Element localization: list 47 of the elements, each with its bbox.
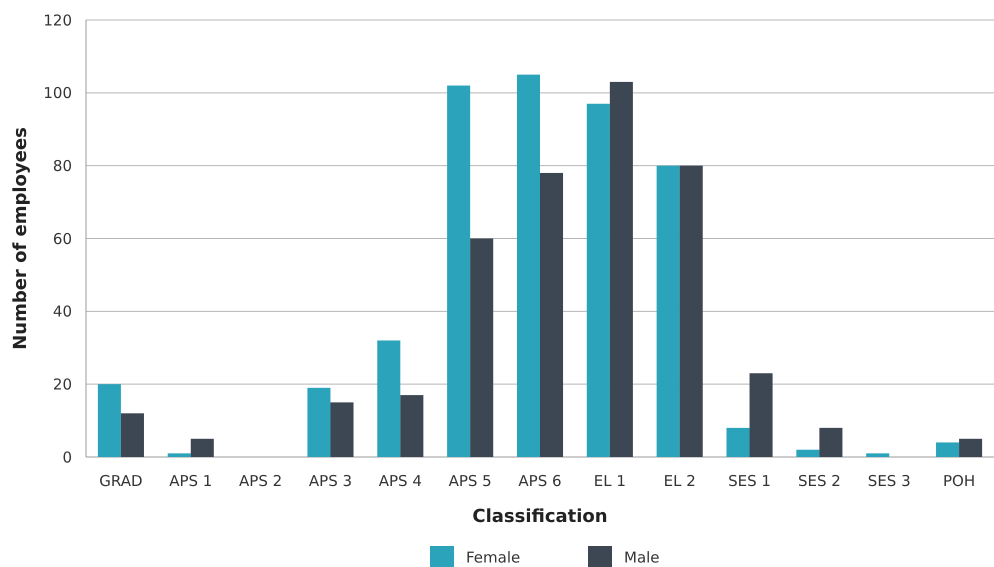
bar xyxy=(610,82,633,457)
x-tick-label: APS 5 xyxy=(448,472,492,490)
x-axis-title: Classification xyxy=(472,506,608,527)
x-tick-label: EL 1 xyxy=(594,472,626,490)
bar xyxy=(866,453,890,457)
bar xyxy=(586,104,610,457)
bar xyxy=(168,453,191,457)
bar xyxy=(377,340,400,457)
x-tick-label: SES 1 xyxy=(728,472,771,490)
bar xyxy=(936,442,960,457)
bar xyxy=(540,172,564,457)
x-tick-label: SES 3 xyxy=(868,472,911,490)
bar xyxy=(796,450,820,457)
bar xyxy=(447,86,470,457)
bar xyxy=(750,373,773,457)
bar xyxy=(98,384,121,457)
bar xyxy=(726,428,750,457)
y-tick-label: 20 xyxy=(52,375,72,394)
y-tick-label: 80 xyxy=(52,156,72,175)
y-tick-label: 0 xyxy=(62,448,72,466)
x-tick-label: APS 3 xyxy=(308,472,352,490)
x-tick-label: GRAD xyxy=(99,472,143,490)
bar xyxy=(656,166,680,457)
y-tick-label: 120 xyxy=(43,11,72,30)
x-tick-label: APS 4 xyxy=(378,472,422,490)
x-tick-label: SES 2 xyxy=(798,472,841,490)
y-tick-label: 60 xyxy=(52,230,72,248)
bar xyxy=(400,395,424,457)
x-tick-label: EL 2 xyxy=(664,472,696,490)
bar xyxy=(680,166,703,457)
x-tick-label: POH xyxy=(943,472,976,490)
bar xyxy=(959,438,982,457)
bar xyxy=(330,402,354,457)
x-tick-label: APS 6 xyxy=(518,472,562,490)
y-tick-label: 100 xyxy=(43,84,72,102)
x-tick-label: APS 2 xyxy=(239,472,282,490)
bar xyxy=(190,438,214,457)
x-tick-label: APS 1 xyxy=(169,472,212,490)
legend-label: Female xyxy=(466,548,520,566)
bar xyxy=(470,238,494,457)
bar xyxy=(516,74,540,457)
y-axis-title: Number of employees xyxy=(10,127,31,350)
legend-label: Male xyxy=(624,548,660,566)
bar xyxy=(120,413,144,457)
bar xyxy=(819,428,842,457)
bar xyxy=(307,388,330,457)
y-tick-label: 40 xyxy=(52,302,72,321)
